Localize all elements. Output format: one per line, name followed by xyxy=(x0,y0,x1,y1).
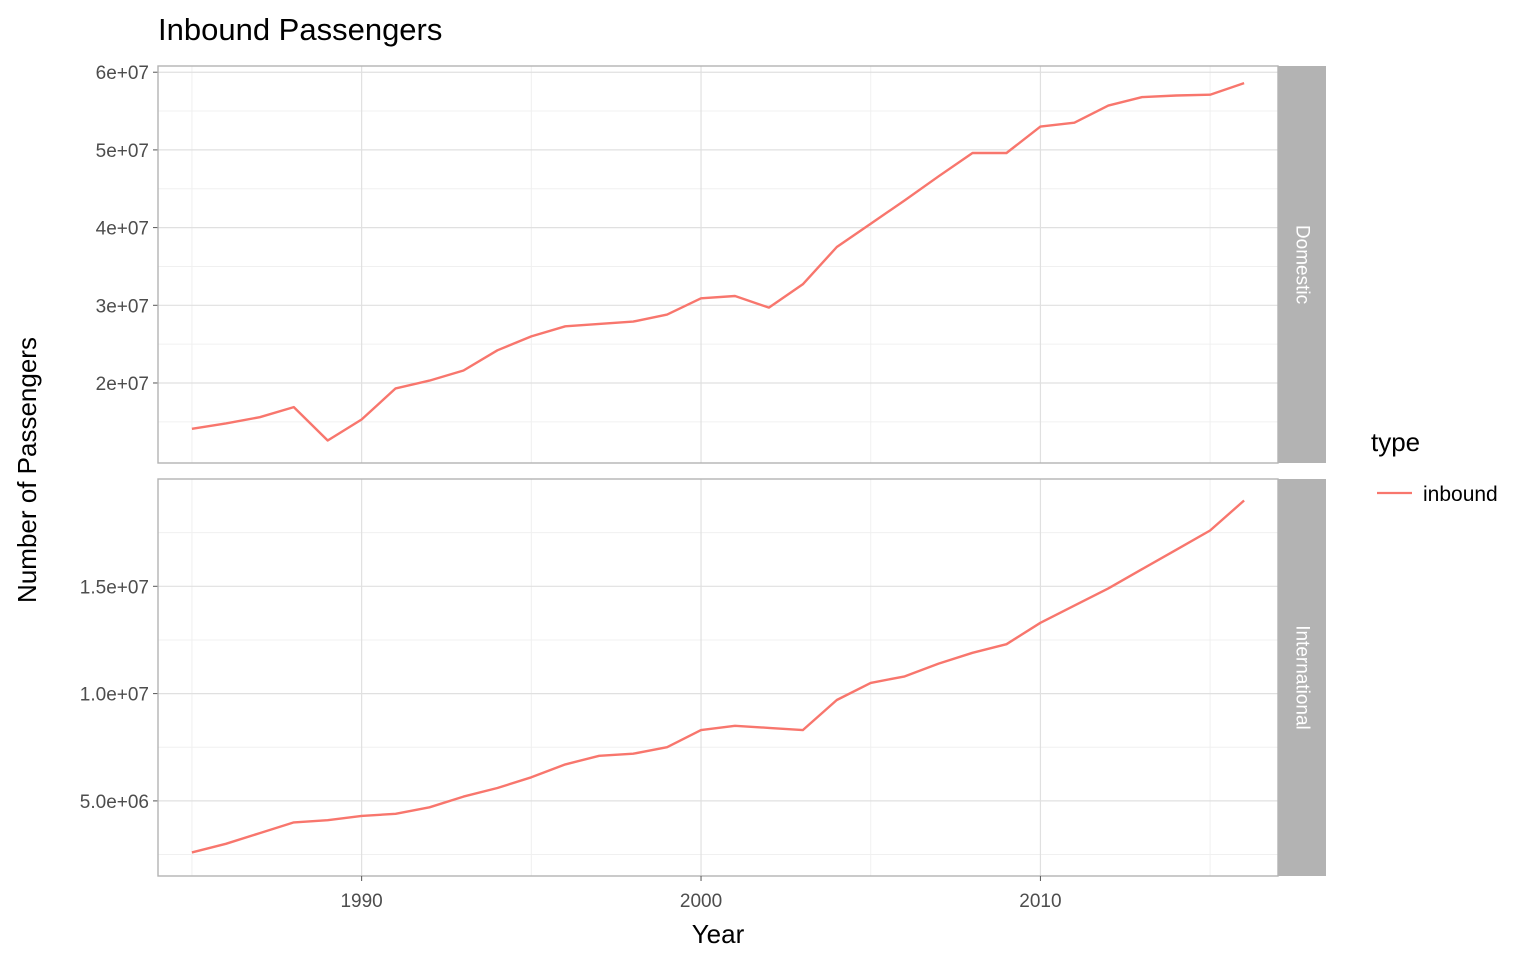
panel-border xyxy=(157,65,1279,464)
legend: type inbound xyxy=(1371,427,1498,506)
y-tick-label: 5e+07 xyxy=(96,141,149,162)
facet-strip-label: Domestic xyxy=(1292,225,1313,304)
facet-strip xyxy=(1278,66,1326,463)
y-tick-label: 3e+07 xyxy=(96,296,149,317)
panel-domestic: 2e+07 3e+07 4e+07 5e+07 6e+07 Domestic xyxy=(96,63,1326,464)
facet-strip-label: International xyxy=(1292,625,1313,730)
x-axis-label: Year xyxy=(692,919,745,949)
y-tick-label: 1.5e+07 xyxy=(80,577,149,598)
y-tick-label: 1.0e+07 xyxy=(80,685,149,706)
x-tick-label: 1990 xyxy=(340,891,382,912)
y-axis-label: Number of Passengers xyxy=(12,337,42,603)
y-tick-label: 2e+07 xyxy=(96,374,149,395)
x-tick-label: 2010 xyxy=(1019,891,1061,912)
legend-entry-label: inbound xyxy=(1423,483,1498,506)
legend-title: type xyxy=(1371,427,1420,457)
y-tick-label: 4e+07 xyxy=(96,219,149,240)
series-line-inbound xyxy=(191,499,1245,854)
chart-title: Inbound Passengers xyxy=(158,12,442,47)
panel-international: 5.0e+06 1.0e+07 1.5e+07 International xyxy=(80,478,1326,877)
x-axis-ticks: 1990 2000 2010 xyxy=(340,876,1062,912)
facet-strip xyxy=(1278,479,1326,876)
y-tick-label: 6e+07 xyxy=(96,63,149,84)
series-line-inbound xyxy=(191,81,1245,442)
facet-panels: 2e+07 3e+07 4e+07 5e+07 6e+07 Domestic 5.0e+06… xyxy=(80,63,1326,877)
y-tick-label: 5.0e+06 xyxy=(80,792,149,813)
x-tick-label: 2000 xyxy=(680,891,722,912)
panel-border xyxy=(157,478,1279,877)
